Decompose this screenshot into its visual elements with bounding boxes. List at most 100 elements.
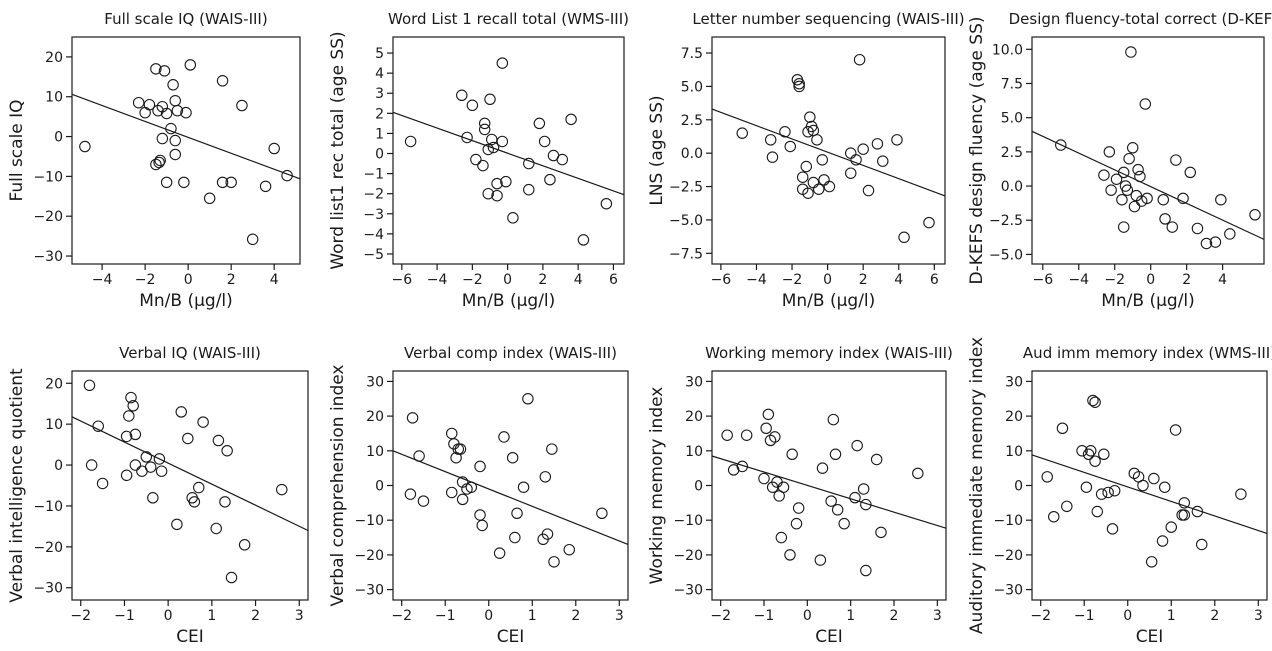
x-axis-label: CEI bbox=[1136, 627, 1164, 647]
data-point bbox=[863, 185, 873, 195]
y-tick-label: 0 bbox=[375, 147, 384, 163]
data-point bbox=[97, 478, 107, 488]
data-point bbox=[878, 156, 888, 166]
chart-title: Working memory index (WAIS-III) bbox=[705, 344, 953, 362]
data-point bbox=[817, 463, 827, 473]
y-tick-label: 5 bbox=[375, 46, 384, 62]
y-tick-label: 5.0 bbox=[1001, 111, 1023, 127]
data-point bbox=[1119, 222, 1129, 232]
y-tick-label: −30 bbox=[354, 583, 384, 599]
data-point bbox=[1170, 425, 1180, 435]
data-point bbox=[539, 136, 549, 146]
x-tick-label: −4 bbox=[92, 272, 113, 288]
data-point bbox=[787, 449, 797, 459]
data-point bbox=[1104, 147, 1114, 157]
data-point bbox=[1099, 170, 1109, 180]
y-tick-label: −30 bbox=[993, 583, 1023, 599]
x-tick-label: 4 bbox=[270, 272, 279, 288]
data-point bbox=[414, 451, 424, 461]
regression-line bbox=[393, 451, 628, 545]
y-tick-label: 20 bbox=[366, 409, 384, 425]
data-point bbox=[780, 127, 790, 137]
data-point bbox=[1157, 536, 1167, 546]
y-axis-label: Verbal comprehension index bbox=[328, 365, 348, 607]
data-point bbox=[524, 158, 534, 168]
y-axis-label: Auditory immediate memory index bbox=[967, 337, 987, 634]
data-point bbox=[172, 519, 182, 529]
x-tick-label: −6 bbox=[391, 272, 412, 288]
data-point bbox=[850, 492, 860, 502]
data-point bbox=[204, 193, 214, 203]
data-point bbox=[485, 94, 495, 104]
chart-panel-3: Letter number sequencing (WAIS-III) Mn/B … bbox=[647, 10, 965, 311]
x-tick-label: −4 bbox=[1068, 272, 1089, 288]
y-tick-label: 7.5 bbox=[681, 46, 703, 62]
data-point bbox=[578, 235, 588, 245]
data-point bbox=[148, 493, 158, 503]
data-point bbox=[213, 435, 223, 445]
y-tick-label: 0 bbox=[694, 479, 703, 495]
data-point bbox=[1042, 472, 1052, 482]
data-point bbox=[247, 234, 257, 244]
x-tick-label: −1 bbox=[114, 608, 135, 624]
data-point bbox=[817, 155, 827, 165]
data-point bbox=[899, 232, 909, 242]
data-point bbox=[1090, 456, 1100, 466]
data-point bbox=[913, 468, 923, 478]
data-point bbox=[872, 139, 882, 149]
data-point bbox=[510, 532, 520, 542]
data-point bbox=[547, 444, 557, 454]
data-point bbox=[497, 58, 507, 68]
y-tick-label: −20 bbox=[33, 209, 63, 225]
data-point bbox=[826, 496, 836, 506]
data-point bbox=[566, 114, 576, 124]
y-tick-label: 2 bbox=[375, 106, 384, 122]
x-tick-label: −2 bbox=[391, 608, 412, 624]
data-point bbox=[1160, 482, 1170, 492]
data-point bbox=[494, 548, 504, 558]
data-point bbox=[518, 482, 528, 492]
data-point bbox=[507, 453, 517, 463]
x-tick-label: 3 bbox=[933, 608, 942, 624]
chart-panel-8: Aud imm memory index (WMS-III) CEI Auditor… bbox=[967, 337, 1272, 647]
data-point bbox=[801, 161, 811, 171]
y-axis-label: Working memory index bbox=[647, 387, 667, 585]
x-tick-label: 2 bbox=[571, 608, 580, 624]
data-point bbox=[1099, 449, 1109, 459]
y-tick-label: −10 bbox=[673, 513, 703, 529]
y-tick-label: −10 bbox=[993, 513, 1023, 529]
data-point bbox=[455, 444, 465, 454]
y-tick-label: −20 bbox=[993, 548, 1023, 564]
data-point bbox=[1166, 522, 1176, 532]
data-point bbox=[269, 143, 279, 153]
x-tick-label: 3 bbox=[615, 608, 624, 624]
data-point bbox=[1128, 143, 1138, 153]
data-point bbox=[140, 107, 150, 117]
data-point bbox=[601, 199, 611, 209]
x-axis-label: CEI bbox=[815, 627, 843, 647]
data-point bbox=[861, 565, 871, 575]
data-point bbox=[1146, 557, 1156, 567]
x-tick-label: 4 bbox=[894, 272, 903, 288]
y-axis-label: Word list1 rec total (age SS) bbox=[328, 31, 348, 269]
data-point bbox=[763, 409, 773, 419]
chart-title: Design fluency-total correct (D-KEFS) bbox=[1009, 10, 1272, 28]
data-point bbox=[457, 494, 467, 504]
data-point bbox=[168, 80, 178, 90]
x-tick-label: 1 bbox=[207, 608, 216, 624]
chart-panel-4: Design fluency-total correct (D-KEFS) Mn/… bbox=[967, 10, 1272, 311]
data-point bbox=[508, 213, 518, 223]
x-tick-label: −1 bbox=[754, 608, 775, 624]
plot-frame bbox=[393, 37, 624, 264]
y-tick-label: 0 bbox=[54, 458, 63, 474]
x-tick-label: 2 bbox=[227, 272, 236, 288]
data-point bbox=[846, 148, 856, 158]
data-point bbox=[819, 175, 829, 185]
y-tick-label: −10 bbox=[33, 169, 63, 185]
x-tick-label: 6 bbox=[609, 272, 618, 288]
y-tick-label: −2 bbox=[363, 187, 384, 203]
data-point bbox=[1081, 482, 1091, 492]
chart-title: Word List 1 recall total (WMS-III) bbox=[388, 10, 629, 28]
data-point bbox=[858, 144, 868, 154]
data-point bbox=[1225, 229, 1235, 239]
